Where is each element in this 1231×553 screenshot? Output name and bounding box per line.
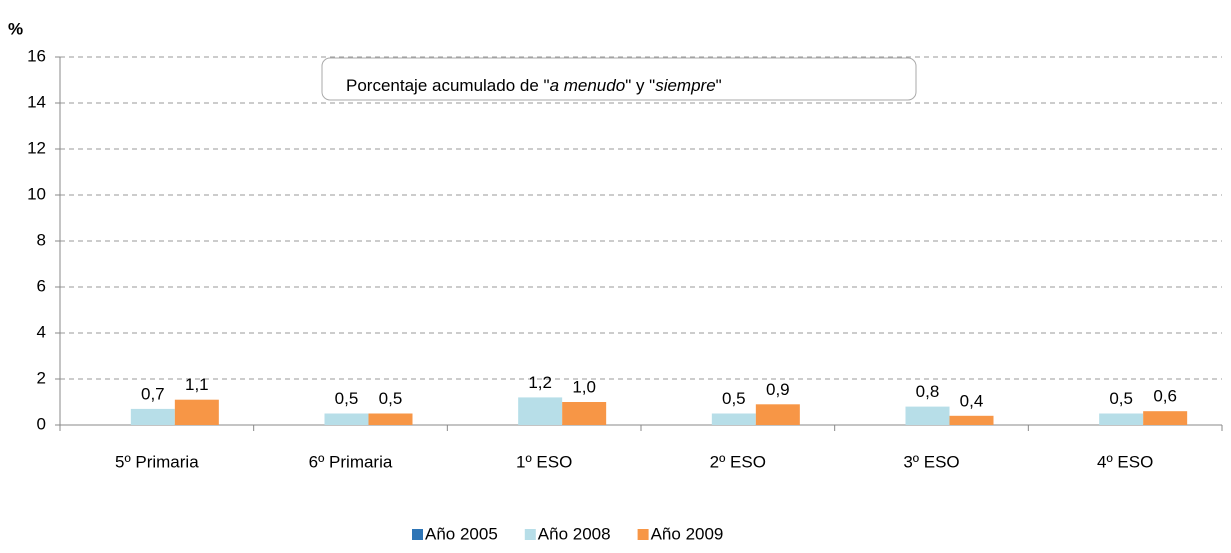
annotation-part: " — [716, 76, 722, 95]
x-tick-label: 1º ESO — [516, 452, 572, 471]
annotation-part: Porcentaje acumulado de " — [346, 76, 550, 95]
y-tick-label: 14 — [27, 92, 46, 111]
x-tick-label: 2º ESO — [710, 452, 766, 471]
data-label: 0,5 — [722, 389, 746, 408]
data-label: 0,8 — [916, 382, 940, 401]
legend-swatch — [637, 529, 649, 540]
bar — [562, 402, 607, 425]
bar — [905, 406, 950, 425]
y-tick-label: 16 — [27, 46, 46, 65]
data-label: 0,7 — [141, 384, 165, 403]
bar — [1143, 411, 1188, 425]
annotation-part: siempre — [655, 76, 715, 95]
bar — [949, 415, 994, 425]
y-axis-label: % — [8, 19, 23, 38]
y-tick-label: 8 — [37, 230, 46, 249]
data-label: 1,2 — [528, 373, 552, 392]
annotation-part: " y " — [625, 76, 655, 95]
data-label: 0,5 — [335, 389, 359, 408]
x-tick-label: 4º ESO — [1097, 452, 1153, 471]
bar — [518, 397, 563, 425]
bar — [130, 408, 175, 425]
legend-label: Año 2005 — [425, 524, 498, 543]
legend-swatch — [412, 529, 423, 540]
bar — [711, 413, 756, 425]
y-tick-label: 6 — [37, 276, 46, 295]
data-label: 0,6 — [1153, 387, 1177, 406]
bar — [174, 399, 219, 425]
legend-label: Año 2008 — [538, 524, 611, 543]
x-tick-label: 3º ESO — [903, 452, 959, 471]
y-tick-label: 4 — [37, 322, 46, 341]
data-label: 0,5 — [379, 389, 403, 408]
x-tick-label: 6º Primaria — [309, 452, 393, 471]
y-tick-label: 10 — [27, 184, 46, 203]
bar — [324, 413, 369, 425]
y-tick-label: 2 — [37, 368, 46, 387]
data-label: 1,1 — [185, 375, 209, 394]
data-label: 0,5 — [1109, 389, 1133, 408]
bar — [368, 413, 413, 425]
data-label: 0,9 — [766, 380, 790, 399]
data-label: 0,4 — [960, 391, 984, 410]
legend-swatch — [524, 529, 536, 540]
legend-label: Año 2009 — [651, 524, 724, 543]
annotation-part: a menudo — [550, 76, 626, 95]
annotation: Porcentaje acumulado de "a menudo" y "si… — [346, 76, 722, 95]
annotation-box — [321, 57, 917, 101]
bar — [755, 404, 800, 425]
bar — [1099, 413, 1144, 425]
data-label: 1,0 — [572, 377, 596, 396]
y-tick-label: 0 — [37, 414, 46, 433]
y-tick-label: 12 — [27, 138, 46, 157]
x-tick-label: 5º Primaria — [115, 452, 199, 471]
